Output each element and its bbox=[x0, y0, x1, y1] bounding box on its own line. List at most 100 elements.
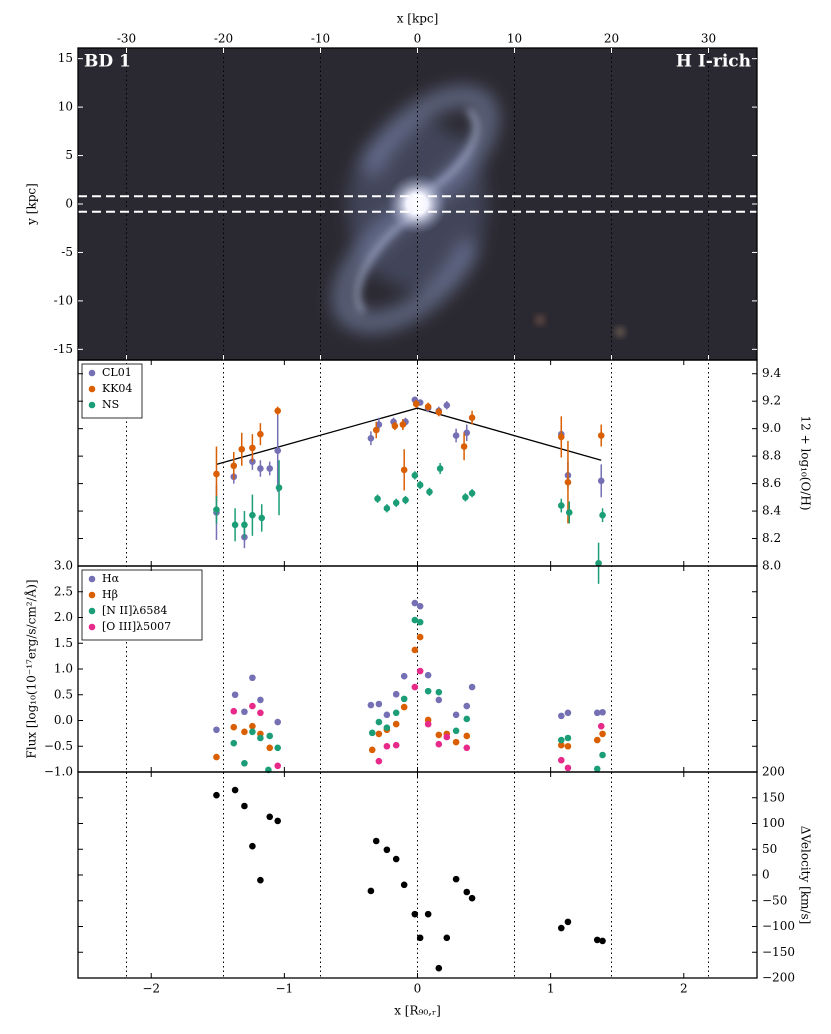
data-point bbox=[249, 722, 256, 730]
x-axis-label: x [kpc] bbox=[397, 12, 439, 26]
data-point bbox=[564, 478, 572, 486]
data-point bbox=[392, 855, 400, 863]
data-point bbox=[368, 729, 376, 737]
data-point bbox=[266, 465, 274, 472]
data-point bbox=[599, 937, 606, 945]
data-point bbox=[416, 934, 424, 942]
data-point bbox=[257, 465, 264, 472]
y-tick-label: 10 bbox=[58, 100, 73, 114]
y-tick-label: 8.0 bbox=[762, 559, 781, 573]
data-point bbox=[468, 894, 476, 902]
data-point bbox=[564, 742, 572, 750]
y-tick-label: 100 bbox=[762, 816, 785, 830]
data-point bbox=[595, 559, 602, 567]
data-point bbox=[599, 751, 606, 759]
data-point bbox=[257, 696, 264, 704]
data-point bbox=[463, 429, 471, 437]
x-tick-label: 0 bbox=[414, 982, 422, 996]
legend-label: Hβ bbox=[102, 588, 118, 601]
y-tick-label: 150 bbox=[762, 790, 785, 804]
data-point bbox=[274, 447, 282, 454]
data-point bbox=[557, 433, 565, 441]
y-tick-label: 5 bbox=[65, 148, 73, 162]
data-point bbox=[383, 742, 391, 750]
data-point bbox=[424, 687, 432, 695]
data-point bbox=[374, 495, 381, 503]
data-point bbox=[213, 470, 220, 478]
data-point bbox=[452, 711, 460, 719]
data-point bbox=[416, 618, 424, 626]
data-point bbox=[367, 887, 375, 895]
data-point bbox=[249, 444, 256, 452]
data-point bbox=[411, 616, 419, 624]
data-point bbox=[463, 744, 471, 752]
data-point bbox=[367, 434, 375, 442]
data-point bbox=[238, 445, 246, 453]
data-point bbox=[257, 876, 264, 884]
data-point bbox=[213, 753, 220, 761]
x-tick-label: −1 bbox=[276, 982, 294, 996]
data-point bbox=[249, 728, 256, 736]
data-point bbox=[249, 458, 256, 465]
data-point bbox=[599, 511, 606, 519]
annotation: H I-rich bbox=[676, 52, 751, 72]
data-point bbox=[411, 910, 419, 918]
data-point bbox=[599, 730, 606, 738]
data-point bbox=[424, 720, 432, 728]
data-point bbox=[257, 709, 264, 717]
y-tick-label: −0.5 bbox=[44, 739, 73, 753]
y-tick-label: 9.4 bbox=[762, 366, 781, 380]
data-point bbox=[230, 462, 238, 470]
x-tick-label: −2 bbox=[142, 982, 160, 996]
data-point bbox=[443, 402, 451, 409]
data-point bbox=[468, 414, 476, 421]
data-point bbox=[564, 734, 572, 742]
y-tick-label: 1.5 bbox=[54, 636, 73, 650]
y-tick-label: −1.0 bbox=[44, 765, 73, 779]
data-point bbox=[400, 672, 408, 680]
data-point bbox=[392, 720, 400, 728]
data-point bbox=[375, 757, 383, 765]
data-point bbox=[416, 667, 424, 675]
data-point bbox=[597, 477, 605, 485]
data-point bbox=[383, 711, 391, 719]
data-point bbox=[274, 718, 282, 726]
data-point bbox=[412, 400, 420, 408]
data-point bbox=[460, 443, 468, 450]
data-point bbox=[368, 746, 376, 754]
data-point bbox=[593, 709, 601, 717]
data-point bbox=[435, 688, 443, 696]
legend-label: KK04 bbox=[102, 382, 132, 395]
data-point bbox=[565, 509, 573, 516]
x-tick-label: 20 bbox=[604, 32, 619, 46]
data-point bbox=[557, 756, 565, 764]
y-axis-label: 12 + log₁₀(O/H) bbox=[799, 415, 813, 510]
data-point bbox=[443, 733, 451, 741]
data-point bbox=[411, 472, 419, 479]
data-point bbox=[258, 514, 266, 522]
data-point bbox=[435, 740, 443, 748]
y-tick-label: −100 bbox=[762, 919, 795, 933]
data-point bbox=[392, 709, 400, 717]
data-point bbox=[375, 730, 383, 738]
data-point bbox=[435, 696, 443, 704]
data-point bbox=[392, 690, 400, 698]
y-tick-label: −150 bbox=[762, 945, 795, 959]
data-point bbox=[230, 707, 238, 715]
data-point bbox=[249, 674, 256, 682]
x-tick-label: -30 bbox=[117, 32, 136, 46]
y-tick-label: 8.2 bbox=[762, 531, 781, 545]
data-point bbox=[241, 521, 248, 529]
data-point bbox=[372, 837, 380, 845]
data-point bbox=[416, 602, 424, 610]
data-point bbox=[274, 744, 282, 752]
data-point bbox=[564, 918, 572, 926]
x-tick-label: -10 bbox=[311, 32, 330, 46]
y-axis-label: ΔVelocity [km/s] bbox=[799, 826, 813, 925]
data-point bbox=[257, 734, 264, 742]
data-point bbox=[399, 421, 407, 428]
data-point bbox=[213, 506, 220, 513]
data-point bbox=[213, 791, 220, 799]
data-point bbox=[564, 764, 572, 772]
x-tick-label: 10 bbox=[507, 32, 522, 46]
